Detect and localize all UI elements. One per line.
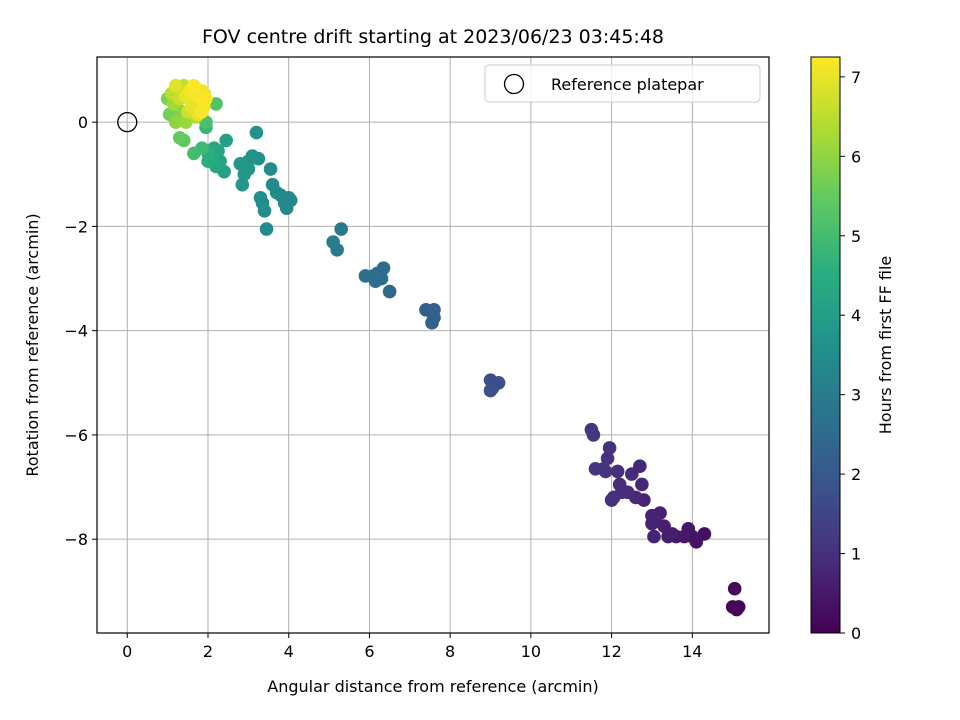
y-tick-label: −4 (64, 322, 88, 341)
data-point (178, 115, 193, 129)
colorbar: 0 1 2 3 4 5 6 7 Hours from first FF file (810, 56, 895, 643)
data-point (199, 91, 213, 106)
data-point (612, 477, 627, 492)
colorbar-frame (810, 56, 841, 634)
axis-ticks: 0 2 4 6 8 10 12 14 0 −2 −4 −6 −8 (64, 113, 702, 661)
y-tick-label: −2 (64, 217, 88, 236)
legend-marker-icon (503, 73, 525, 95)
colorbar-tick-label: 3 (851, 386, 861, 405)
x-tick-label: 8 (445, 642, 455, 661)
colorbar-tick-label: 1 (851, 545, 861, 564)
data-point (635, 477, 649, 492)
colorbar-tick-label: 6 (851, 147, 861, 166)
data-point (624, 467, 639, 481)
x-tick-label: 10 (521, 642, 541, 661)
data-point (602, 441, 617, 455)
data-point (334, 222, 348, 236)
data-point (219, 133, 233, 148)
data-point (645, 508, 659, 523)
colorbar-ticks: 0 1 2 3 4 5 6 7 (840, 68, 861, 643)
x-axis-label: Angular distance from reference (arcmin) (267, 677, 598, 696)
data-point (725, 600, 740, 614)
colorbar-tick-label: 0 (851, 624, 861, 643)
x-tick-label: 12 (601, 642, 621, 661)
data-point (647, 529, 661, 544)
data-point (657, 519, 671, 533)
x-tick-label: 6 (364, 642, 374, 661)
chart-title: FOV centre drift starting at 2023/06/23 … (202, 26, 664, 48)
x-tick-label: 4 (284, 642, 294, 661)
x-tick-label: 2 (203, 642, 213, 661)
colorbar-tick-label: 5 (851, 227, 861, 246)
data-point (172, 130, 187, 145)
data-point (168, 78, 183, 93)
legend-entry: Reference platepar (551, 75, 704, 94)
data-point (326, 235, 340, 249)
data-point (727, 581, 742, 596)
x-tick-label: 0 (122, 642, 132, 661)
colorbar-gradient (811, 57, 840, 633)
data-point (358, 269, 373, 283)
plot-frame (96, 56, 770, 634)
data-point (187, 146, 201, 161)
legend: Reference platepar (484, 64, 761, 103)
y-tick-label: 0 (78, 113, 88, 132)
data-point (195, 104, 209, 119)
y-axis-label: Rotation from reference (arcmin) (23, 213, 42, 476)
data-point (604, 493, 619, 507)
data-point (279, 201, 294, 215)
data-point (600, 451, 615, 466)
data-point (610, 464, 625, 479)
x-tick-label: 14 (682, 642, 702, 661)
data-point (265, 177, 280, 192)
data-point (661, 529, 675, 544)
data-point (584, 422, 599, 437)
data-point (253, 190, 268, 205)
y-tick-label: −6 (64, 426, 88, 445)
data-point (588, 462, 603, 476)
colorbar-tick-label: 4 (851, 306, 861, 325)
colorbar-tick-label: 2 (851, 465, 861, 484)
colorbar-tick-label: 7 (851, 68, 861, 87)
scatter-points (117, 78, 746, 617)
data-point (168, 115, 183, 129)
colorbar-label: Hours from first FF file (876, 256, 895, 435)
data-point (187, 78, 201, 93)
data-point (249, 125, 264, 140)
data-point (425, 316, 439, 330)
data-point (483, 383, 498, 398)
data-point (237, 167, 252, 182)
reference-marker (117, 112, 138, 133)
data-point (233, 157, 248, 171)
y-tick-label: −8 (64, 530, 88, 549)
data-point (382, 284, 397, 299)
data-point (235, 177, 250, 192)
data-point (263, 162, 278, 176)
data-point (209, 97, 223, 111)
data-point (259, 222, 274, 236)
